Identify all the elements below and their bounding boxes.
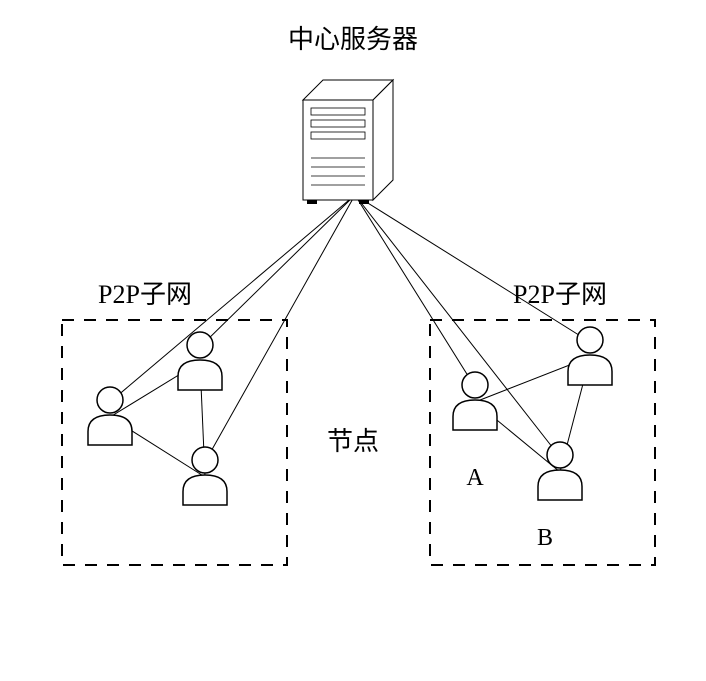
label-center: 节点 <box>327 427 379 456</box>
label-subnet-right: P2P子网 <box>513 280 607 309</box>
server-icon <box>303 80 393 204</box>
label-node-b: B <box>537 525 553 551</box>
label-node-a: A <box>466 465 484 491</box>
label-subnet-left: P2P子网 <box>98 280 192 309</box>
network-diagram: 中心服务器 P2P子网 P2P子网节点 A B <box>0 0 706 681</box>
label-server-title: 中心服务器 <box>288 25 418 54</box>
